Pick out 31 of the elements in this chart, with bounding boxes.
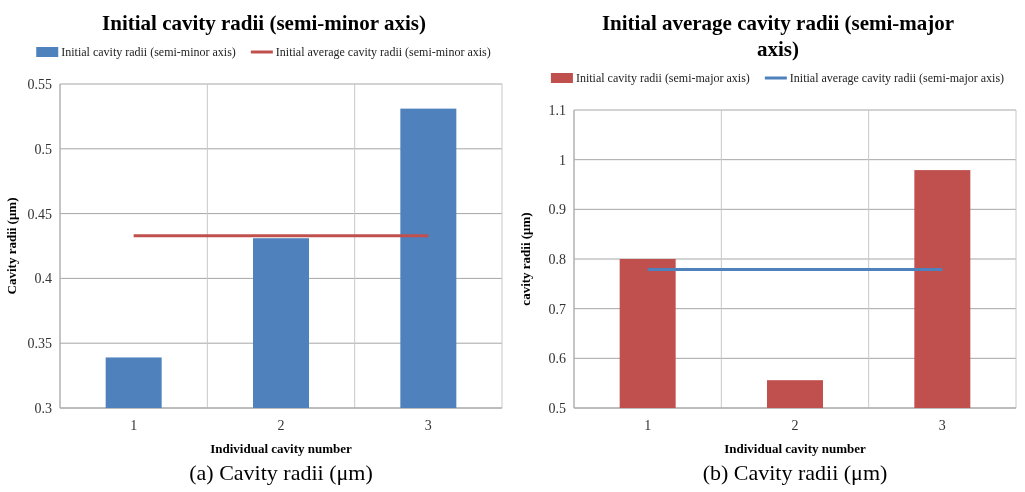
x-tick-label: 3 [938,418,946,433]
y-tick-label: 0.5 [34,141,52,157]
text: (a) Cavity radii (μm) [189,460,373,485]
y-tick-label: 0.3 [34,400,52,416]
x-tick-label: 2 [791,418,799,433]
y-tick-label: 0.8 [548,251,566,267]
y-tick-label: 1 [559,152,566,168]
y-tick-label: 0.4 [34,271,52,287]
y-axis-title: Cavity radii (μm) [4,197,19,295]
y-tick-label: 0.9 [548,202,566,218]
y-axis-title: cavity radii (μm) [518,212,533,306]
legend-label: Initial cavity radii (semi-minor axis) [61,45,236,59]
y-tick-label: 1.1 [548,102,566,118]
y-tick-label: 0.7 [548,301,566,317]
x-tick-label: 1 [130,418,138,433]
y-tick-label: 0.55 [27,76,52,92]
chart-title: Initial average cavity radii (semi-major axis) [601,11,955,61]
y-tick-label: 0.45 [27,206,52,222]
legend-label: Initial average cavity radii (semi-major axis) [789,71,1005,85]
y-tick-label: 0.35 [27,336,52,352]
x-axis-title: Individual cavity number [724,441,867,456]
y-tick-label: 0.5 [548,400,566,416]
x-tick-label: 1 [644,418,652,433]
legend-label: Initial average cavity radii (semi-minor axis) [275,45,491,59]
y-tick-label: 0.6 [548,351,566,367]
chart-title: Initial cavity radii (semi-minor axis) [102,11,426,35]
x-tick-label: 2 [277,418,285,433]
x-axis-title: Individual cavity number [210,441,353,456]
legend-label: Initial cavity radii (semi-major axis) [575,71,750,85]
text: (b) Cavity radii (μm) [702,460,888,485]
x-tick-label: 3 [424,418,432,433]
